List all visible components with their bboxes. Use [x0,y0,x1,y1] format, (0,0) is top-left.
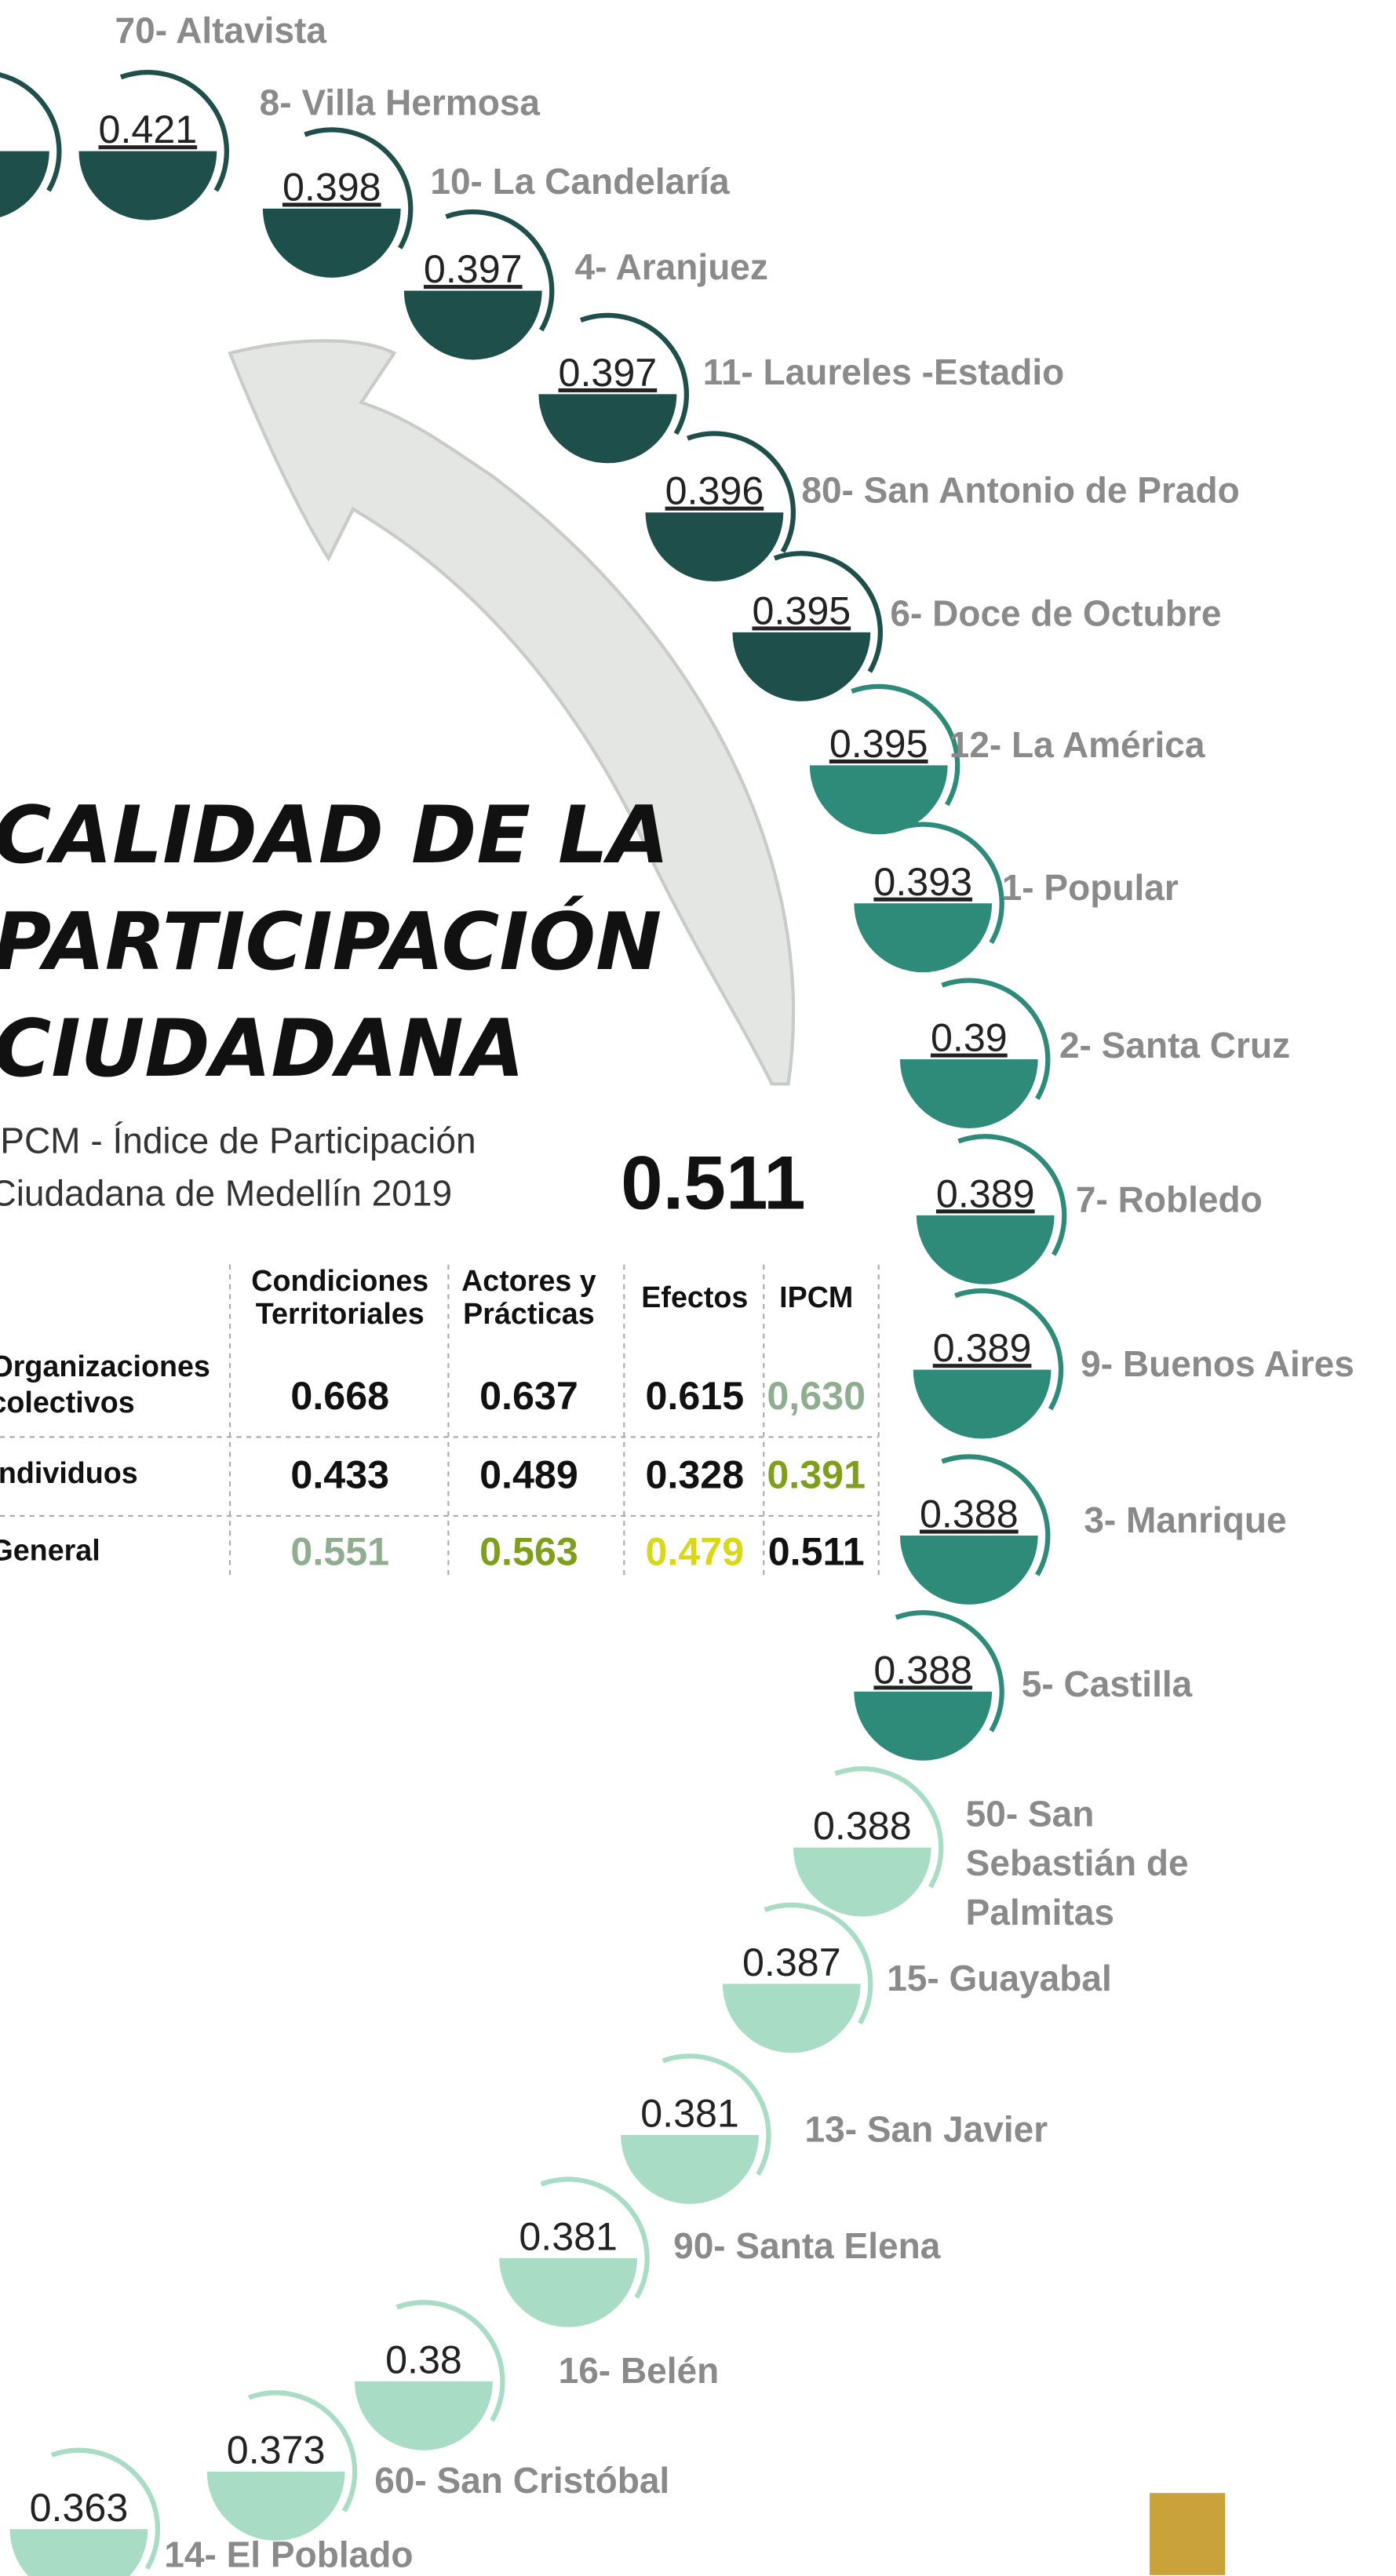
item-label: 2- Santa Cruz [1059,1025,1290,1066]
table-cell: 0.637 [479,1374,578,1418]
table-cell: 0.489 [479,1452,578,1496]
row-label: General [0,1533,100,1566]
table-cell: 0.615 [645,1374,744,1418]
item-value: 0.39 [931,1016,1008,1060]
logo [1150,2493,1225,2575]
half-circle [621,2135,759,2204]
half-circle [538,394,676,463]
half-circle [854,903,992,972]
half-circle [263,209,401,278]
item-label: 8- Villa Hermosa [260,82,541,123]
infographic: CALIDAD DE LA PARTICIPACIÓN CIUDADANA IPCM … [0,0,1396,2576]
table-cell: 0,630 [767,1374,866,1418]
table-cell: 0.391 [767,1452,866,1496]
half-circle [78,151,217,220]
half-circle [404,291,542,360]
item-value: 0.397 [559,351,658,395]
item-label: 14- El Poblado [164,2534,413,2574]
item-label: 4- Aranjuez [575,246,768,287]
item-value: 0.388 [873,1648,972,1692]
half-circle [917,1215,1055,1284]
item-label: 50- San [966,1793,1095,1834]
item-value: 0.397 [424,247,523,291]
item-label: 9- Buenos Aires [1081,1343,1354,1384]
item-label: Sebastián de [966,1842,1189,1883]
table-cell: 0.479 [645,1530,744,1574]
half-circle [732,632,870,701]
table-cell: 0.551 [290,1530,389,1574]
item-value: 0.363 [30,2486,129,2530]
item-label: 15- Guayabal [887,1958,1112,1998]
half-circle [207,2472,345,2541]
item-value: 0.381 [640,2091,739,2135]
column-header: IPCM [779,1281,853,1314]
item-value: 0.389 [936,1171,1035,1215]
subtitle-line: Ciudadana de Medellín 2019 [0,1172,452,1213]
item-value: 0.398 [282,165,381,209]
item-value: 0.395 [753,588,851,632]
item-value: 0.389 [933,1326,1032,1370]
item-label: 6- Doce de Octubre [890,593,1221,634]
half-circle [10,2529,148,2576]
item-label: Palmitas [966,1892,1114,1933]
item-value: 0.38 [385,2337,462,2381]
half-circle [0,151,49,220]
item-value: 0.388 [813,1804,912,1848]
item-label: 13- San Javier [805,2108,1048,2149]
table-cell: 0.668 [290,1374,389,1418]
half-circle [723,1984,861,2053]
half-circle [900,1536,1038,1605]
half-circle [646,512,784,581]
item-value: 0.387 [742,1940,841,1984]
item-value: 0.395 [829,722,928,766]
row-label: Individuos [0,1456,138,1489]
column-header: Actores y [461,1264,596,1297]
item-value: 0.396 [665,469,764,513]
title-line: CIUDADANA [0,1003,524,1095]
page: CALIDAD DE LA PARTICIPACIÓN CIUDADANA IPCM … [0,0,1396,2576]
half-circle [355,2381,493,2450]
headline-value: 0.511 [621,1142,806,1226]
column-header: Territoriales [256,1297,425,1330]
item-label: 12- La América [949,724,1205,765]
column-header: Prácticas [463,1297,595,1330]
item-label: 10- La Candelaría [430,161,730,202]
table-cell: 0.511 [768,1530,865,1574]
title-line: CALIDAD DE LA [0,789,669,881]
row-label: colectivos [0,1386,135,1419]
item-label: 90- Santa Elena [673,2225,941,2266]
half-circle [854,1692,992,1761]
half-circle [499,2258,637,2327]
table-cell: 0.328 [645,1452,744,1496]
item-label: 1- Popular [1002,867,1179,908]
item-label: 80- San Antonio de Prado [801,470,1239,511]
item-label: 60- San Cristóbal [374,2460,669,2501]
item-label: 70- Altavista [115,10,327,51]
item-value: 0.388 [920,1492,1019,1536]
column-header: Condiciones [251,1264,428,1297]
row-label: Organizaciones [0,1350,210,1383]
item-value: 0.381 [519,2214,618,2258]
item-label: 16- Belén [559,2350,720,2391]
subtitle-line: IPCM - Índice de Participación [0,1120,476,1160]
item-label: 3- Manrique [1084,1499,1286,1540]
table-cell: 0.563 [479,1530,578,1574]
title-line: PARTICIPACIÓN [0,896,662,988]
item-value: 0.421 [99,107,198,151]
table-cell: 0.433 [290,1452,389,1496]
half-circle [913,1370,1052,1439]
item-label: 7- Robledo [1076,1179,1263,1220]
column-header: Efectos [641,1281,748,1314]
half-circle [900,1059,1038,1128]
item-value: 0.393 [873,860,972,904]
item-label: 11- Laureles -Estadio [703,352,1065,392]
item-label: 5- Castilla [1022,1663,1193,1704]
item-value: 0.373 [227,2428,326,2472]
